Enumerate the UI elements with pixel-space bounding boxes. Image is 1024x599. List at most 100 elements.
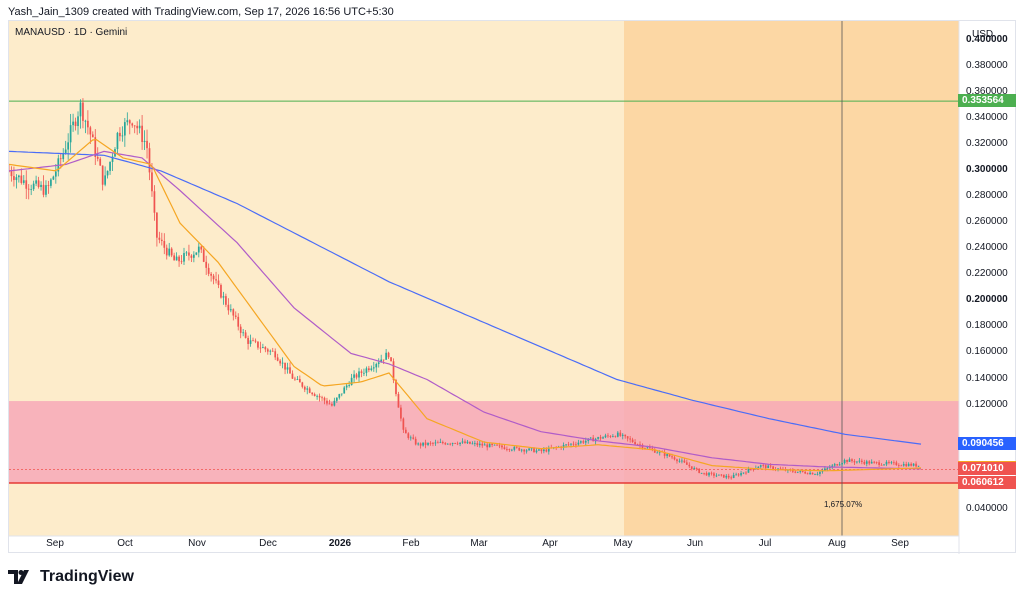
- candle-body: [826, 467, 829, 469]
- candle-body: [683, 460, 686, 463]
- candle-body: [338, 394, 341, 398]
- candle-body: [128, 120, 131, 124]
- candle-body: [493, 444, 496, 446]
- candle-body: [185, 252, 188, 254]
- candle-body: [533, 448, 535, 453]
- candle-body: [745, 472, 747, 474]
- candle-body: [217, 280, 220, 285]
- candle-body: [170, 248, 173, 256]
- candle-body: [13, 176, 15, 181]
- candle-body: [676, 459, 678, 462]
- price-axis-tick: 0.040000: [966, 502, 1008, 514]
- time-axis-tick: Nov: [188, 538, 206, 549]
- candle-body: [880, 464, 883, 466]
- candle-body: [900, 465, 903, 467]
- footer-brand: TradingView: [40, 568, 134, 585]
- candle-body: [893, 462, 895, 464]
- candle-body: [742, 472, 745, 474]
- candle-body: [836, 464, 839, 466]
- candle-body: [619, 432, 622, 436]
- candle-body: [173, 255, 176, 261]
- measure-percent-label: 1,675.07%: [824, 500, 863, 509]
- candle-body: [833, 464, 836, 466]
- candle-body: [291, 373, 294, 379]
- candle-body: [883, 464, 885, 466]
- candle-body: [323, 397, 326, 401]
- time-axis-tick: Feb: [402, 538, 420, 549]
- candle-body: [303, 386, 306, 390]
- candle-body: [905, 464, 908, 467]
- candle-body: [703, 472, 705, 474]
- candle-body: [579, 441, 582, 443]
- candle-body: [449, 443, 452, 445]
- candle-body: [614, 436, 617, 438]
- candle-body: [915, 463, 917, 467]
- candle-body: [178, 256, 180, 262]
- candle-body: [464, 441, 466, 444]
- candle-body: [353, 374, 355, 378]
- candle-body: [483, 444, 486, 446]
- candle-body: [809, 472, 811, 475]
- candle-body: [350, 377, 353, 386]
- candle-body: [40, 184, 42, 187]
- candle-body: [466, 441, 469, 444]
- candle-body: [229, 309, 232, 311]
- candle-body: [239, 326, 242, 333]
- candle-body: [30, 189, 33, 190]
- candle-body: [636, 444, 639, 446]
- price-axis-tick: 0.260000: [966, 216, 1008, 228]
- candle-body: [478, 443, 481, 446]
- candle-body: [59, 158, 62, 160]
- candle-body: [851, 459, 853, 462]
- candle-body: [163, 240, 166, 248]
- candle-body: [156, 212, 158, 238]
- candle-body: [860, 460, 863, 462]
- price-chart[interactable]: [9, 21, 1017, 554]
- candle-body: [106, 170, 109, 176]
- candle-body: [397, 394, 400, 408]
- candle-body: [688, 464, 691, 467]
- candle-body: [757, 466, 760, 468]
- candle-body: [747, 468, 750, 473]
- candle-body: [722, 474, 725, 478]
- price-tag: 0.090456: [958, 437, 1016, 451]
- candle-body: [143, 140, 146, 143]
- price-axis-tick: 0.300000: [966, 163, 1008, 175]
- candle-body: [538, 449, 540, 451]
- price-axis-tick: 0.220000: [966, 268, 1008, 280]
- candle-body: [446, 443, 449, 445]
- candle-body: [700, 472, 703, 474]
- candle-body: [547, 447, 550, 452]
- candle-body: [437, 442, 439, 444]
- candle-body: [486, 444, 489, 448]
- candle-body: [409, 437, 412, 439]
- candle-body: [109, 161, 111, 171]
- tradingview-logo[interactable]: TradingView: [8, 568, 134, 586]
- candle-body: [222, 296, 225, 298]
- price-tag: 0.071010: [958, 462, 1016, 476]
- currency-label[interactable]: USD: [972, 29, 994, 40]
- candle-body: [242, 332, 245, 334]
- candle-body: [32, 183, 35, 190]
- candle-body: [853, 461, 856, 463]
- candle-body: [718, 474, 720, 476]
- candle-body: [715, 475, 718, 477]
- candle-body: [895, 462, 898, 466]
- candle-body: [794, 471, 797, 473]
- candle-body: [545, 449, 548, 452]
- candle-body: [387, 352, 390, 358]
- candle-body: [407, 433, 410, 438]
- candle-body: [328, 403, 331, 405]
- candle-body: [856, 461, 858, 463]
- candle-body: [666, 454, 668, 456]
- candle-body: [740, 473, 742, 476]
- candle-body: [141, 125, 143, 143]
- candle-body: [663, 452, 666, 456]
- price-axis-tick: 0.120000: [966, 398, 1008, 410]
- chart-frame[interactable]: MANAUSD · 1D · Gemini USD: [8, 20, 1017, 554]
- candle-body: [220, 284, 222, 298]
- candle-body: [284, 362, 286, 370]
- candle-body: [917, 465, 920, 467]
- candle-body: [119, 132, 121, 137]
- candle-body: [294, 378, 296, 380]
